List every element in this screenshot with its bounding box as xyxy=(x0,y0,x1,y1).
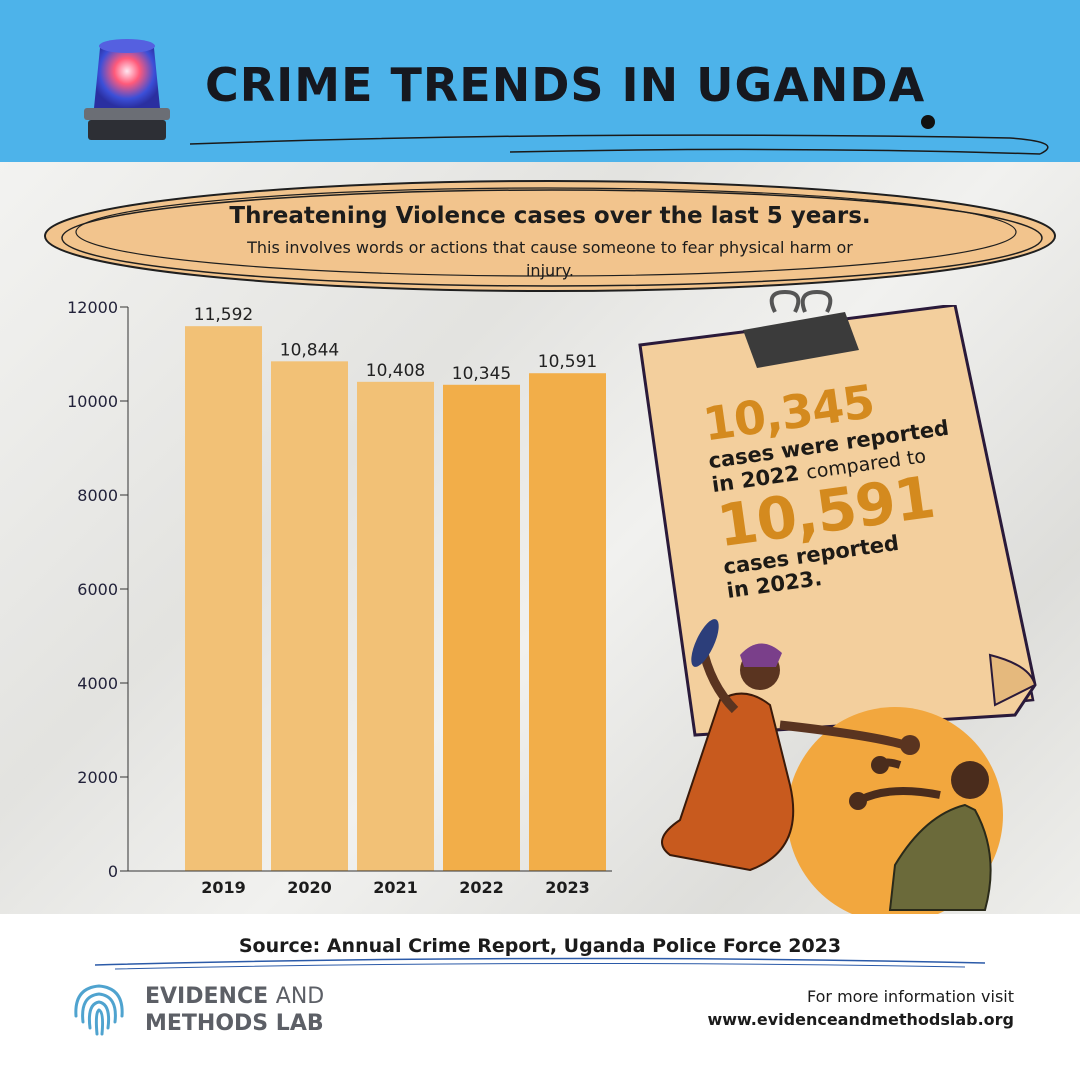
logo-line2: METHODS LAB xyxy=(145,1011,324,1036)
logo-line1-light: AND xyxy=(275,984,325,1009)
binder-clip-icon xyxy=(743,290,859,368)
data-label-2021: 10,408 xyxy=(366,361,425,381)
more-info-label: For more information visit xyxy=(806,987,1014,1006)
y-tick-label: 2000 xyxy=(77,768,118,787)
decorative-swoosh xyxy=(189,115,1049,155)
header-bar: CRIME TRENDS IN UGANDA xyxy=(0,0,1080,162)
decorative-underline xyxy=(95,957,985,970)
bar-2022 xyxy=(443,384,520,871)
x-tick-label-2020: 2020 xyxy=(287,878,332,897)
website-link[interactable]: www.evidenceandmethodslab.org xyxy=(707,1010,1014,1029)
bar-2020 xyxy=(271,361,348,871)
data-label-2020: 10,844 xyxy=(280,340,339,360)
chart-title: Threatening Violence cases over the last… xyxy=(229,203,871,229)
title-banner xyxy=(44,180,1056,292)
data-label-2022: 10,345 xyxy=(452,364,511,384)
logo-line1-bold: EVIDENCE xyxy=(145,984,269,1009)
y-tick-label: 6000 xyxy=(77,580,118,599)
bar-2019 xyxy=(185,326,262,871)
data-label-2019: 11,592 xyxy=(194,305,253,325)
y-tick-label: 8000 xyxy=(77,486,118,505)
y-tick-label: 12000 xyxy=(67,298,118,317)
x-tick-label-2023: 2023 xyxy=(545,878,590,897)
bar-2023 xyxy=(529,373,606,871)
y-tick-label: 10000 xyxy=(67,392,118,411)
more-info: For more information visit www.evidencea… xyxy=(707,986,1014,1032)
data-label-2023: 10,591 xyxy=(538,352,597,372)
police-siren-icon xyxy=(84,39,170,140)
x-tick-label-2019: 2019 xyxy=(201,878,246,897)
y-tick-label: 0 xyxy=(108,862,118,881)
page-title: CRIME TRENDS IN UGANDA xyxy=(205,58,926,112)
x-tick-label-2022: 2022 xyxy=(459,878,504,897)
source-note: Source: Annual Crime Report, Uganda Poli… xyxy=(238,935,842,957)
bar-2021 xyxy=(357,381,434,871)
brand-logo: EVIDENCE AND METHODS LAB xyxy=(145,983,324,1037)
woman-attacking-man-illustration xyxy=(661,619,1003,915)
fingerprint-icon xyxy=(74,984,124,1036)
x-tick-label-2021: 2021 xyxy=(373,878,418,897)
footer xyxy=(0,914,1080,1080)
y-tick-label: 4000 xyxy=(77,674,118,693)
note-paper xyxy=(638,305,1037,737)
chart-subtitle: This involves words or actions that caus… xyxy=(247,238,853,280)
